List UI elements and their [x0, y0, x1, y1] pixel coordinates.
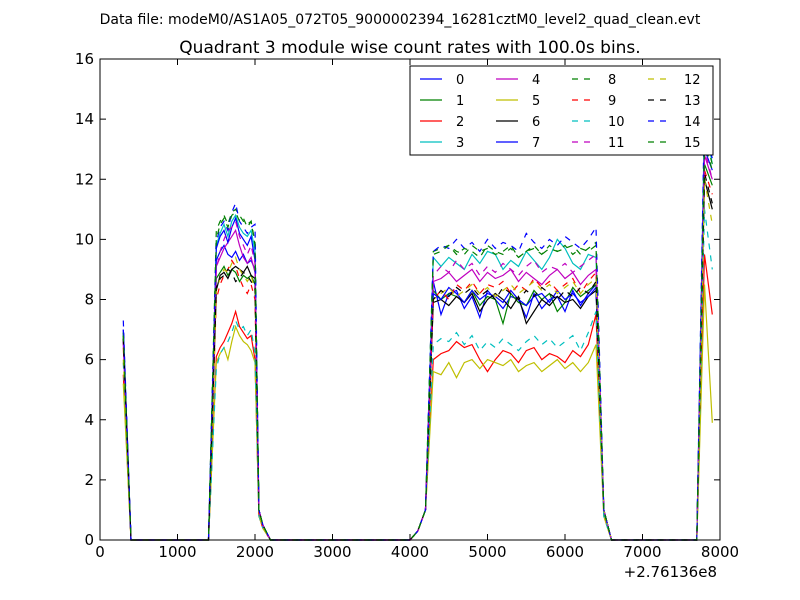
legend-label-10: 10: [608, 115, 625, 130]
x-tick-label: 8000: [701, 543, 739, 561]
legend-label-2: 2: [456, 115, 464, 130]
x-tick-label: 7000: [623, 543, 661, 561]
y-tick-label: 8: [84, 291, 94, 309]
x-tick-label: 1000: [158, 543, 196, 561]
x-tick-label: 5000: [468, 543, 506, 561]
x-tick-label: 6000: [546, 543, 584, 561]
legend-label-0: 0: [456, 73, 464, 88]
legend-label-9: 9: [608, 94, 616, 109]
legend-label-1: 1: [456, 94, 464, 109]
legend-label-7: 7: [532, 136, 540, 151]
chart-title: Quadrant 3 module wise count rates with …: [179, 38, 640, 58]
x-tick-label: 4000: [391, 543, 429, 561]
legend-label-3: 3: [456, 136, 464, 151]
legend-box: [409, 65, 714, 156]
y-tick-label: 14: [75, 110, 94, 128]
series-line-10: [122, 209, 713, 541]
x-axis-offset-label: +2.76136e8: [624, 563, 717, 581]
data-file-suptitle: Data file: modeM0/AS1A05_072T05_90000023…: [100, 12, 701, 28]
y-tick-label: 10: [75, 230, 94, 248]
legend-label-4: 4: [532, 73, 540, 88]
y-tick-label: 0: [84, 531, 94, 549]
y-tick-label: 16: [75, 50, 94, 68]
legend-label-13: 13: [684, 94, 701, 109]
y-tick-label: 4: [84, 411, 94, 429]
legend-label-12: 12: [684, 73, 701, 88]
legend-label-6: 6: [532, 115, 540, 130]
legend-label-14: 14: [684, 115, 701, 130]
legend-label-8: 8: [608, 73, 616, 88]
legend-label-15: 15: [684, 136, 701, 151]
x-tick-label: 2000: [236, 543, 274, 561]
x-tick-label: 3000: [313, 543, 351, 561]
y-tick-label: 6: [84, 351, 94, 369]
legend-label-11: 11: [608, 136, 625, 151]
y-tick-label: 2: [84, 471, 94, 489]
y-tick-label: 12: [75, 170, 94, 188]
legend-label-5: 5: [532, 94, 540, 109]
x-tick-label: 0: [95, 543, 105, 561]
axes-layer: 0 1000 2000 3000 4000 5000 6000 7000 80000246810…: [75, 50, 739, 561]
